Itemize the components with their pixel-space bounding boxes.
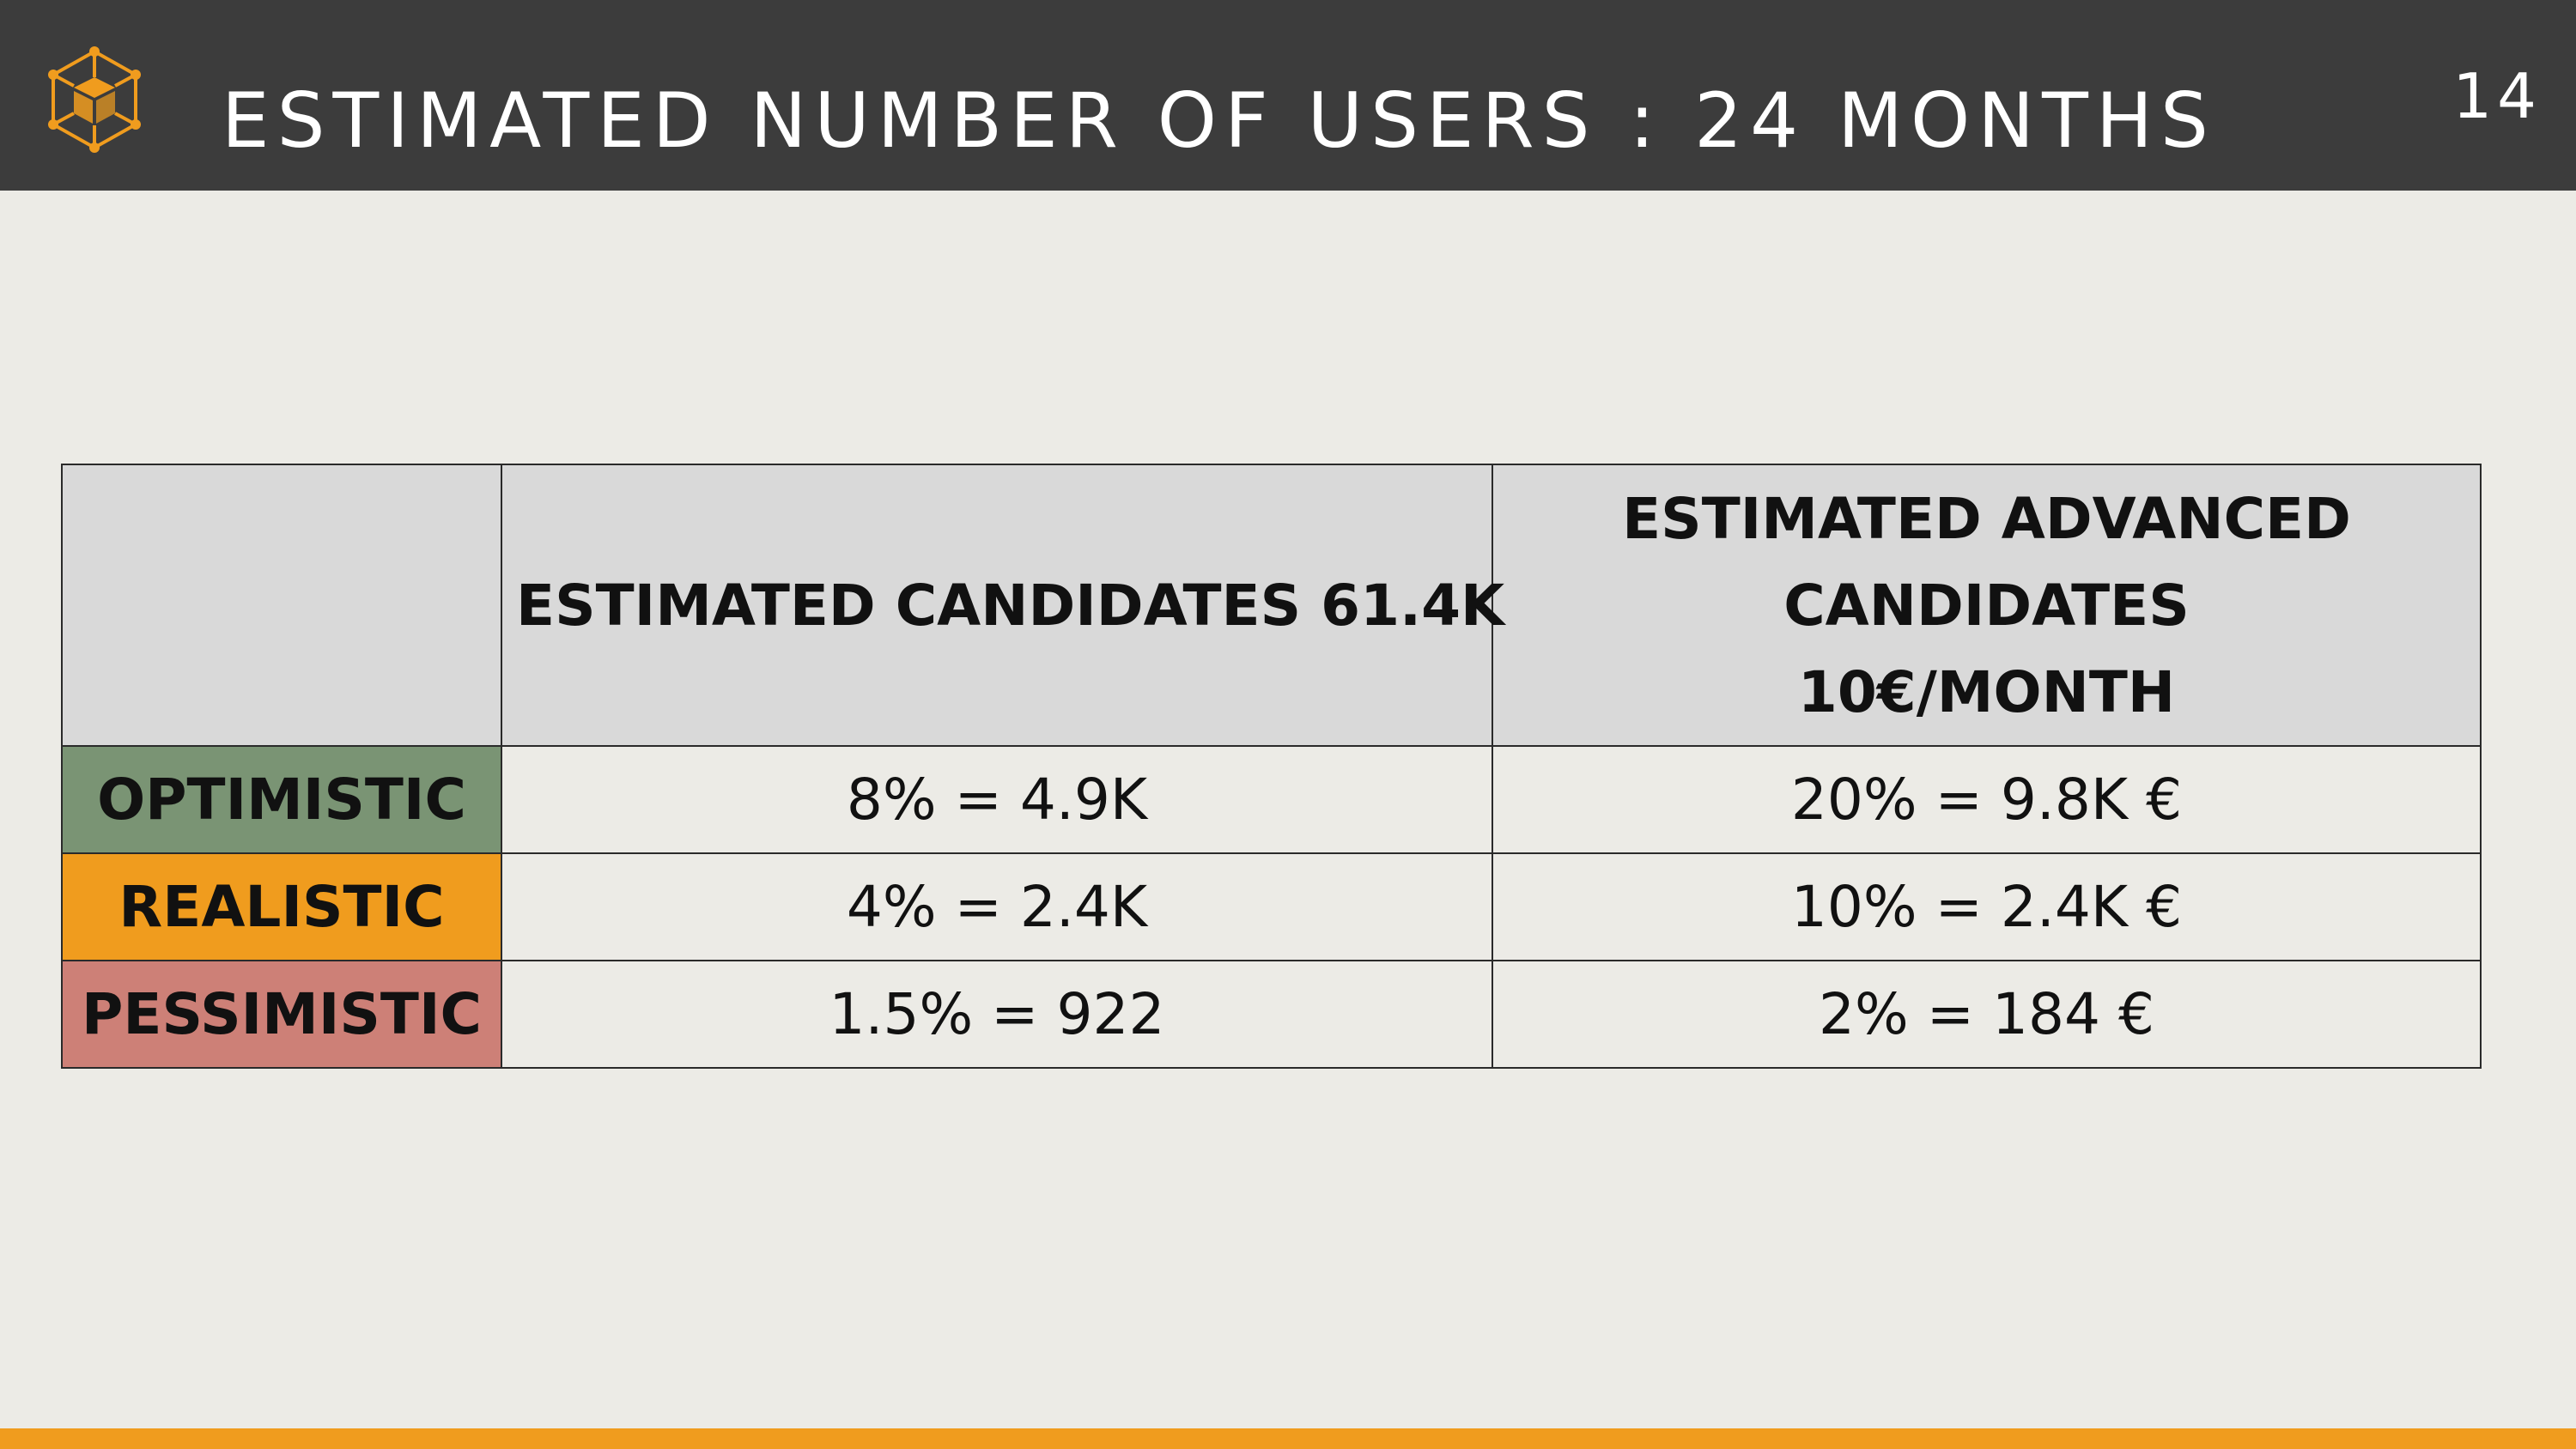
table-corner-cell (61, 464, 502, 747)
header-estimated-advanced-candidates: ESTIMATED ADVANCED CANDIDATES 10€/MONTH (1492, 464, 2482, 747)
table-header-row: ESTIMATED CANDIDATES 61.4K ESTIMATED ADV… (61, 464, 2482, 747)
page-title: ESTIMATED NUMBER OF USERS : 24 MONTHS (222, 76, 2216, 165)
optimistic-advanced-value: 20% = 9.8K € (1492, 745, 2482, 854)
header-estimated-candidates: ESTIMATED CANDIDATES 61.4K (501, 464, 1505, 747)
table-row-optimistic: OPTIMISTIC 8% = 4.9K 20% = 9.8K € (61, 745, 2482, 854)
header-line: 10€/MONTH (1797, 658, 2176, 725)
bottom-accent-bar (0, 1428, 2576, 1449)
row-label-pessimistic: PESSIMISTIC (61, 960, 502, 1069)
slide-header: ESTIMATED NUMBER OF USERS : 24 MONTHS 14 (0, 0, 2576, 191)
table-row-realistic: REALISTIC 4% = 2.4K 10% = 2.4K € (61, 852, 2482, 961)
row-label-optimistic: OPTIMISTIC (61, 745, 502, 854)
users-estimate-table: ESTIMATED CANDIDATES 61.4K ESTIMATED ADV… (61, 464, 2482, 1069)
hexagon-cube-icon (48, 46, 141, 153)
row-label-realistic: REALISTIC (61, 852, 502, 961)
header-line: CANDIDATES (1783, 572, 2190, 639)
pessimistic-advanced-value: 2% = 184 € (1492, 960, 2482, 1069)
optimistic-candidates-value: 8% = 4.9K (501, 745, 1493, 854)
table-row-pessimistic: PESSIMISTIC 1.5% = 922 2% = 184 € (61, 960, 2482, 1069)
realistic-advanced-value: 10% = 2.4K € (1492, 852, 2482, 961)
pessimistic-candidates-value: 1.5% = 922 (501, 960, 1493, 1069)
page-number: 14 (2452, 60, 2542, 132)
realistic-candidates-value: 4% = 2.4K (501, 852, 1493, 961)
header-line: ESTIMATED ADVANCED (1622, 485, 2351, 552)
header-estimated-candidates-label: ESTIMATED CANDIDATES 61.4K (516, 572, 1505, 639)
